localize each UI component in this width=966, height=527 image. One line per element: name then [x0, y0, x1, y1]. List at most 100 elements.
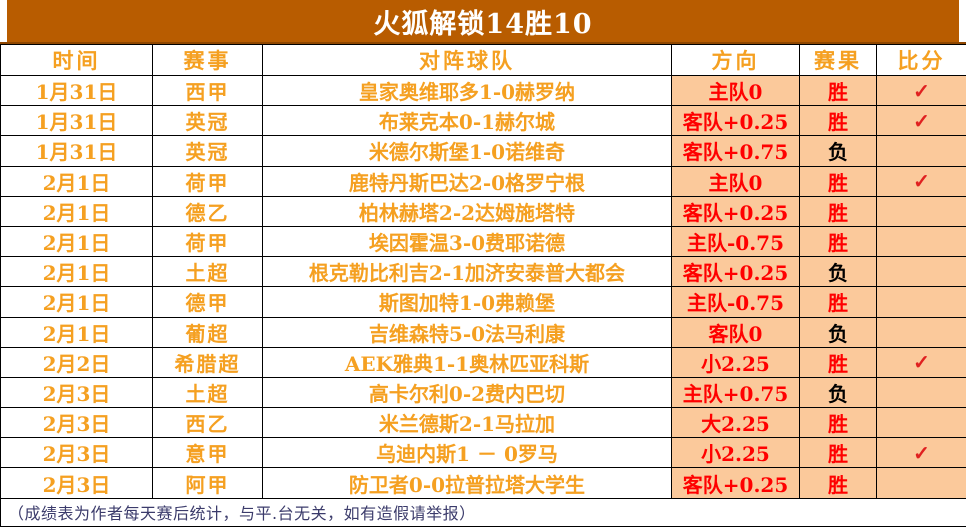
- match-date: 2月2日: [1, 347, 153, 377]
- bet-direction: 客队+0.25: [672, 257, 800, 287]
- score-check: ✓: [877, 347, 966, 377]
- match-fixture: 根克勒比利吉2-1加济安泰普大都会: [263, 257, 672, 287]
- match-date: 2月1日: [1, 257, 153, 287]
- bet-direction: 客队+0.75: [672, 136, 800, 166]
- page-title: 火狐解锁14胜10: [373, 2, 592, 41]
- match-fixture: 布莱克本0-1赫尔城: [263, 106, 672, 136]
- league-name: 阿甲: [153, 468, 263, 498]
- match-date: 2月3日: [1, 438, 153, 468]
- bet-direction: 主队0: [672, 166, 800, 196]
- league-name: 德甲: [153, 287, 263, 317]
- bet-direction: 客队+0.25: [672, 196, 800, 226]
- match-date: 2月1日: [1, 287, 153, 317]
- match-fixture: 防卫者0-0拉普拉塔大学生: [263, 468, 672, 498]
- match-result: 胜: [800, 166, 877, 196]
- match-date: 2月3日: [1, 377, 153, 407]
- match-result: 胜: [800, 287, 877, 317]
- bet-direction: 主队+0.75: [672, 377, 800, 407]
- match-result: 负: [800, 377, 877, 407]
- score-check: [877, 287, 966, 317]
- match-fixture: 米兰德斯2-1马拉加: [263, 408, 672, 438]
- league-name: 葡超: [153, 317, 263, 347]
- match-fixture: 皇家奥维耶多1-0赫罗纳: [263, 76, 672, 106]
- bet-direction: 主队-0.75: [672, 226, 800, 256]
- bet-direction: 客队+0.25: [672, 106, 800, 136]
- results-table-body: 时间 赛事 对阵球队 方向 赛果 比分 1月31日西甲皇家奥维耶多1-0赫罗纳主…: [1, 45, 966, 527]
- score-check: ✓: [877, 76, 966, 106]
- score-check: ✓: [877, 438, 966, 468]
- match-result: 负: [800, 136, 877, 166]
- score-check: ✓: [877, 106, 966, 136]
- match-date: 2月1日: [1, 196, 153, 226]
- league-name: 西乙: [153, 408, 263, 438]
- match-date: 2月3日: [1, 408, 153, 438]
- league-name: 意甲: [153, 438, 263, 468]
- league-name: 荷甲: [153, 226, 263, 256]
- bet-direction: 大2.25: [672, 408, 800, 438]
- title-right-margin: [959, 0, 966, 42]
- score-check: [877, 257, 966, 287]
- match-result: 胜: [800, 76, 877, 106]
- column-header-match: 对阵球队: [263, 45, 672, 76]
- match-result: 胜: [800, 347, 877, 377]
- column-header-result: 赛果: [800, 45, 877, 76]
- footer-note: （成绩表为作者每天赛后统计，与平.台无关，如有造假请举报）: [1, 498, 966, 526]
- score-check: [877, 377, 966, 407]
- results-table: 时间 赛事 对阵球队 方向 赛果 比分 1月31日西甲皇家奥维耶多1-0赫罗纳主…: [0, 44, 966, 527]
- bet-direction: 主队-0.75: [672, 287, 800, 317]
- match-fixture: 乌迪内斯1 － 0罗马: [263, 438, 672, 468]
- match-date: 1月31日: [1, 76, 153, 106]
- table-header-row: 时间 赛事 对阵球队 方向 赛果 比分: [1, 45, 966, 76]
- score-check: ✓: [877, 166, 966, 196]
- league-name: 英冠: [153, 106, 263, 136]
- league-name: 德乙: [153, 196, 263, 226]
- league-name: 荷甲: [153, 166, 263, 196]
- score-check: [877, 408, 966, 438]
- match-result: 胜: [800, 438, 877, 468]
- league-name: 土超: [153, 377, 263, 407]
- score-check: [877, 226, 966, 256]
- footer-row: （成绩表为作者每天赛后统计，与平.台无关，如有造假请举报）: [1, 498, 966, 526]
- match-result: 负: [800, 257, 877, 287]
- bet-direction: 客队+0.25: [672, 468, 800, 498]
- score-check: [877, 317, 966, 347]
- match-fixture: 米德尔斯堡1-0诺维奇: [263, 136, 672, 166]
- column-header-league: 赛事: [153, 45, 263, 76]
- match-fixture: 埃因霍温3-0费耶诺德: [263, 226, 672, 256]
- match-fixture: 高卡尔利0-2费内巴切: [263, 377, 672, 407]
- match-fixture: AEK雅典1-1奥林匹亚科斯: [263, 347, 672, 377]
- bet-direction: 客队0: [672, 317, 800, 347]
- match-date: 2月1日: [1, 166, 153, 196]
- match-fixture: 柏林赫塔2-2达姆施塔特: [263, 196, 672, 226]
- sheet-title-bar: 火狐解锁14胜10: [0, 0, 966, 44]
- match-date: 1月31日: [1, 136, 153, 166]
- match-fixture: 鹿特丹斯巴达2-0格罗宁根: [263, 166, 672, 196]
- column-header-time: 时间: [1, 45, 153, 76]
- match-date: 2月1日: [1, 226, 153, 256]
- bet-direction: 主队0: [672, 76, 800, 106]
- league-name: 希腊超: [153, 347, 263, 377]
- score-check: [877, 136, 966, 166]
- score-check: [877, 468, 966, 498]
- score-check: [877, 196, 966, 226]
- match-result: 胜: [800, 468, 877, 498]
- league-name: 土超: [153, 257, 263, 287]
- match-result: 胜: [800, 226, 877, 256]
- match-date: 2月1日: [1, 317, 153, 347]
- match-result: 胜: [800, 408, 877, 438]
- match-fixture: 吉维森特5-0法马利康: [263, 317, 672, 347]
